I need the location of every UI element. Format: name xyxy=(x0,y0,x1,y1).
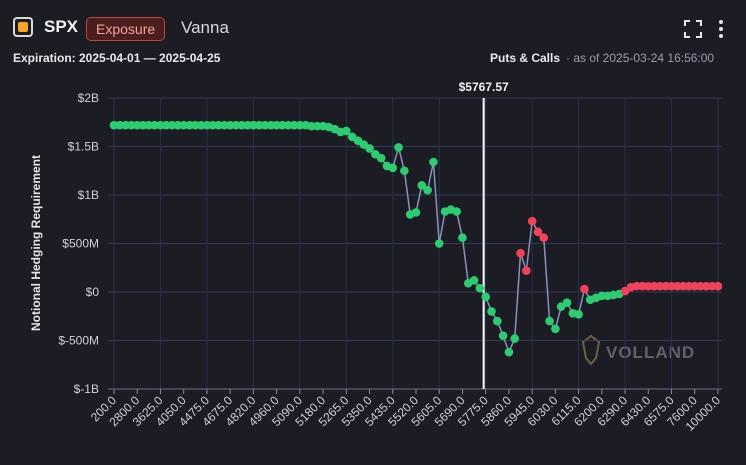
data-point xyxy=(481,292,490,302)
data-point xyxy=(493,316,502,326)
data-point xyxy=(516,248,525,258)
data-point xyxy=(533,227,543,237)
spot-label: $5767.57 xyxy=(459,80,509,94)
data-point xyxy=(545,316,554,326)
metric[interactable]: Vanna xyxy=(181,18,229,37)
fullscreen-button[interactable] xyxy=(683,19,703,39)
y-tick-label: $1.5B xyxy=(68,140,99,154)
data-point xyxy=(713,281,723,291)
data-point xyxy=(365,144,374,153)
data-point xyxy=(458,233,467,242)
as-of: · as of 2025-03-24 16:56:00 xyxy=(566,51,715,65)
data-point xyxy=(580,284,589,294)
watermark: VOLLAND xyxy=(581,334,695,366)
data-point xyxy=(434,239,444,248)
watermark-text: VOLLAND xyxy=(606,343,695,362)
mode[interactable]: Puts & Calls xyxy=(490,51,561,65)
header: SPX Exposure Vanna Expiration: 2025-04-0… xyxy=(0,0,746,70)
data-point xyxy=(487,307,496,316)
data-point xyxy=(469,276,479,285)
menu-button[interactable] xyxy=(716,19,726,39)
data-point xyxy=(498,331,508,340)
data-point xyxy=(539,233,549,242)
exposure-badge[interactable]: Exposure xyxy=(86,17,166,41)
y-tick-label: $2B xyxy=(78,91,99,105)
ticker: SPX xyxy=(44,17,79,36)
data-point xyxy=(475,283,485,293)
data-point xyxy=(452,207,461,216)
data-point xyxy=(423,185,432,195)
data-point xyxy=(411,208,421,217)
expiration: Expiration: 2025-04-01 — 2025-04-25 xyxy=(13,51,221,65)
data-point xyxy=(527,216,537,226)
y-tick-label: $-1B xyxy=(74,382,99,396)
ticker-icon xyxy=(13,17,33,37)
series-line xyxy=(114,124,718,355)
y-tick-label: $500M xyxy=(62,237,99,251)
y-tick-label: $0 xyxy=(86,285,100,299)
data-point xyxy=(376,153,386,163)
data-point xyxy=(400,166,409,176)
data-point xyxy=(417,181,427,190)
y-tick-label: $1B xyxy=(78,188,99,202)
data-point xyxy=(522,266,531,275)
data-point xyxy=(342,126,351,136)
data-point xyxy=(551,324,560,334)
data-point xyxy=(574,310,583,319)
data-point xyxy=(562,298,572,307)
data-point xyxy=(388,163,398,173)
data-point xyxy=(394,143,403,152)
data-point xyxy=(429,157,438,167)
data-point xyxy=(510,334,520,343)
y-tick-label: $-500M xyxy=(58,334,99,348)
y-axis-label: Notional Hedging Requirement xyxy=(29,155,43,331)
data-point xyxy=(504,347,514,357)
